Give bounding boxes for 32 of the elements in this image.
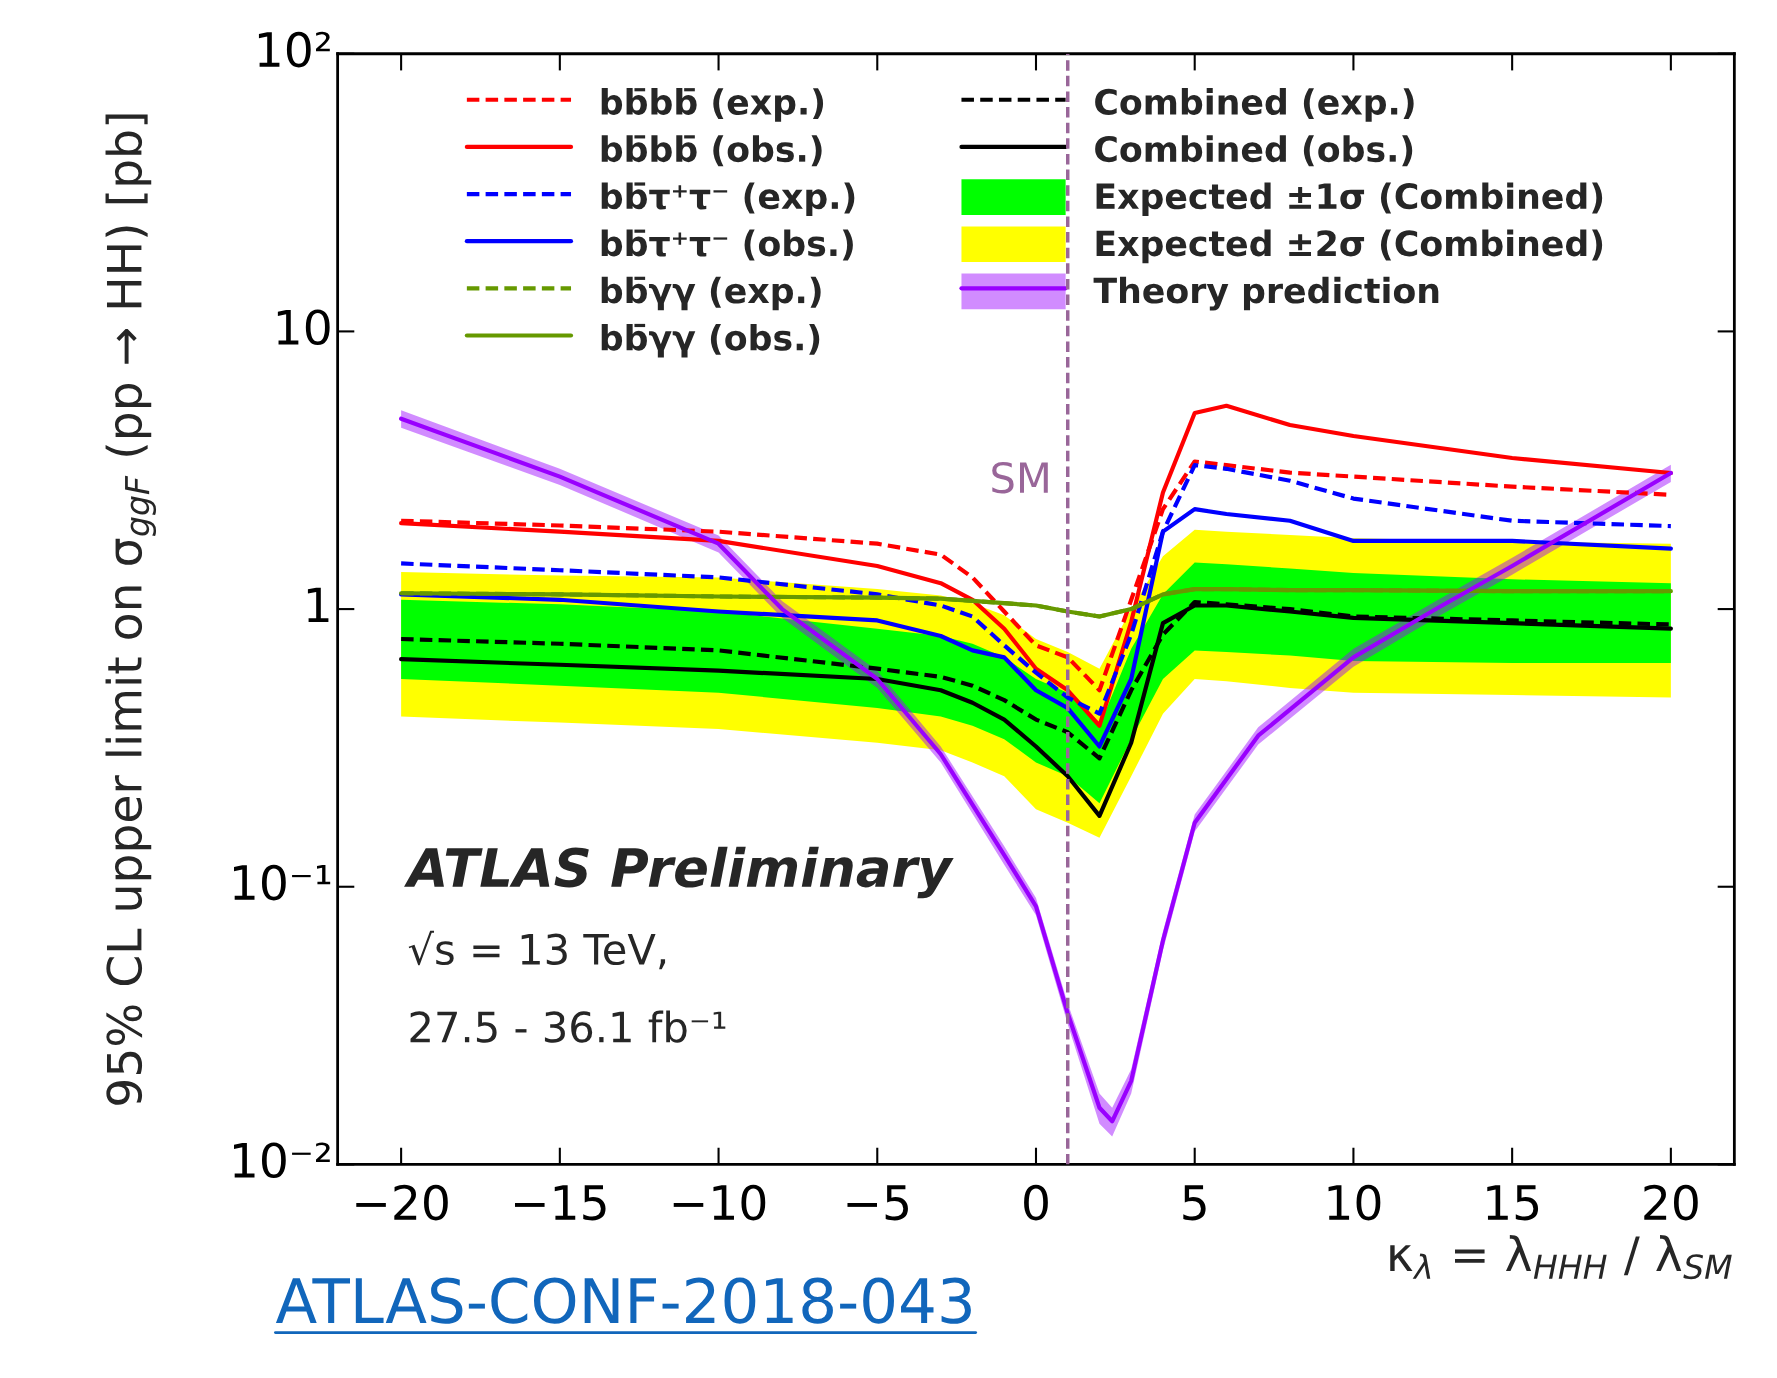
x-axis-title: κ$_{λ}$ = λ$_{HHH}$ / λ$_{SM}$ <box>1390 1235 1732 1280</box>
y-tick-label: 10² <box>258 31 330 68</box>
annotation: 27.5 - 36.1 fb⁻¹ <box>410 1010 726 1043</box>
x-tick-label: 15 <box>1487 1185 1539 1221</box>
legend-label: Theory prediction <box>1093 276 1439 311</box>
x-tick-label: −20 <box>356 1184 448 1221</box>
x-tick-label: 20 <box>1644 1184 1698 1221</box>
x-tick-label: −10 <box>673 1184 766 1221</box>
legend-label: bb̄bb̄ (obs.) <box>601 135 822 167</box>
y-tick-label: 10⁻¹ <box>234 864 331 901</box>
x-tick-label: 10 <box>1328 1184 1381 1221</box>
legend-label: Expected ±1σ (Combined) <box>1096 182 1603 217</box>
x-tick-label: 5 <box>1183 1185 1206 1221</box>
x-tick-label: 0 <box>1024 1184 1048 1221</box>
y-axis-title: 95% CL upper limit on σ$_{ggF}$ (pp → HH) [pb] <box>105 114 157 1105</box>
annotation: √s = 13 TeV, <box>408 930 666 970</box>
y-tick-label: 1 <box>307 587 329 623</box>
x-tick-label: −15 <box>515 1185 606 1221</box>
legend-label: bb̄γγ (exp.) <box>601 276 821 311</box>
text: ATLAS-CONF-2018-043 <box>275 1277 971 1324</box>
legend-label: Expected ±2σ (Combined) <box>1096 229 1603 264</box>
annotation: ATLAS Preliminary <box>404 846 954 899</box>
legend-label: Combined (exp.) <box>1095 88 1414 122</box>
x-tick-label: −5 <box>847 1185 908 1221</box>
legend-label: Combined (obs.) <box>1095 135 1413 167</box>
ref-line-label: SM <box>992 461 1048 494</box>
legend-label: bb̄τ⁺τ⁻ (exp.) <box>601 182 855 217</box>
legend-label: bb̄γγ (obs.) <box>601 323 820 358</box>
legend-label: bb̄bb̄ (exp.) <box>601 88 824 122</box>
y-tick-label: 10 <box>277 309 330 346</box>
y-tick-label: 10⁻² <box>234 1142 330 1179</box>
legend-label: bb̄τ⁺τ⁻ (obs.) <box>601 229 853 261</box>
